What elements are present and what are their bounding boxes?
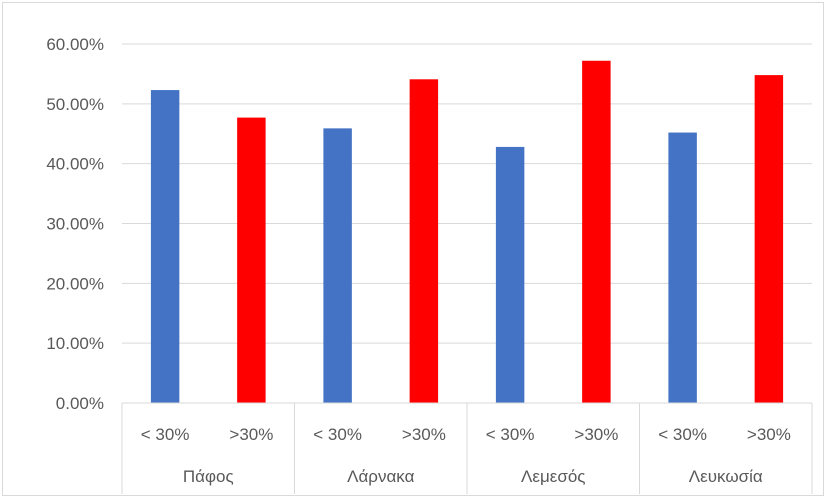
bar-4-2 [754, 75, 784, 403]
group-label: Λεμεσός [521, 467, 585, 486]
gridlines [122, 43, 812, 344]
subcategory-label: < 30% [658, 425, 707, 444]
bar-4-1 [668, 132, 697, 403]
x-axis: < 30% >30% Πάφος < 30% >30% Λάρνακα < 30% >30% Λ… [121, 402, 813, 494]
bar-1-1 [150, 90, 180, 404]
group-label: Λάρνακα [347, 467, 414, 486]
y-axis-ticks: 0.00% 10.00% 20.00% 30.00% 40.00% 50.00% 60.00… [46, 35, 104, 413]
subcategory-label: >30% [402, 425, 446, 444]
y-tick-label: 60.00% [46, 35, 104, 54]
subcategory-label: < 30% [486, 425, 535, 444]
subcategory-label: < 30% [141, 425, 190, 444]
y-tick-label: 30.00% [46, 215, 104, 234]
group-label: Πάφος [183, 467, 234, 486]
group-label: Λευκωσία [689, 467, 763, 486]
bar-2-1 [323, 128, 352, 404]
bar-3-1 [495, 146, 525, 403]
subcategory-label: >30% [574, 425, 618, 444]
y-tick-label: 20.00% [46, 274, 104, 293]
y-tick-label: 40.00% [46, 155, 104, 174]
y-tick-label: 50.00% [46, 95, 104, 114]
subcategory-label: < 30% [313, 425, 362, 444]
bar-3-2 [582, 60, 611, 404]
subcategory-label: >30% [229, 425, 273, 444]
y-tick-label: 0.00% [56, 394, 104, 413]
bars [150, 60, 784, 404]
bar-1-2 [237, 117, 266, 403]
bar-2-2 [409, 79, 439, 403]
subcategory-label: >30% [747, 425, 791, 444]
y-tick-label: 10.00% [46, 334, 104, 353]
